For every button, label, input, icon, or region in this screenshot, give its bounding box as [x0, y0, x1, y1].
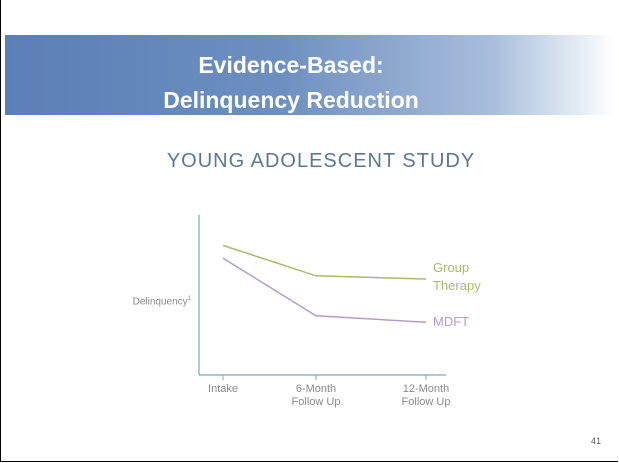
x-tick-label: 6-Month Follow Up	[291, 383, 341, 408]
line	[222, 244, 427, 280]
line	[222, 257, 427, 323]
x-tick-label: 12-Month Follow Up	[401, 383, 451, 408]
y-axis-label: Delinquency1	[101, 293, 191, 308]
legend-label: Group Therapy	[433, 260, 481, 293]
slide-number: 41	[591, 436, 602, 446]
x-tick-label: Intake	[208, 383, 238, 395]
y-label-sup: 1	[187, 296, 191, 302]
header-band	[5, 35, 616, 115]
chart-title: YOUNG ADOLESCENT STUDY	[166, 150, 476, 172]
title: Delinquency Reduction	[163, 87, 419, 113]
title: Evidence-Based:	[198, 52, 384, 78]
legend-label: MDFT	[433, 314, 470, 330]
y-label-text: Delinquency	[132, 296, 188, 308]
